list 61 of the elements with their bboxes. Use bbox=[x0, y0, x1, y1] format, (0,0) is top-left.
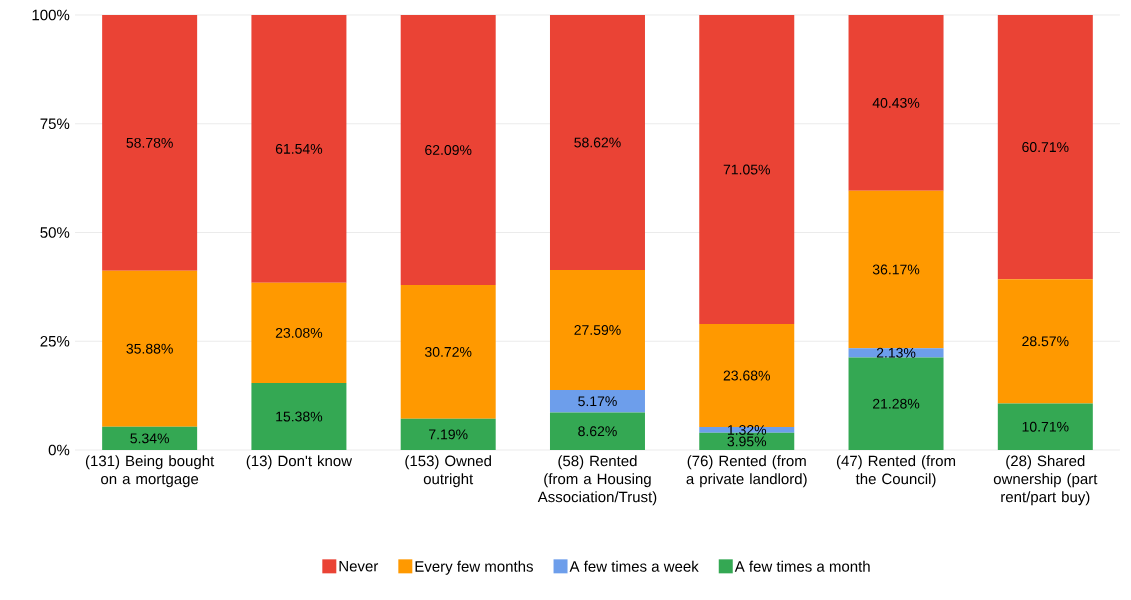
data-label: 7.19% bbox=[429, 429, 468, 440]
legend-label: A few times a month bbox=[734, 560, 870, 572]
data-label: 21.28% bbox=[873, 398, 920, 409]
bar bbox=[549, 390, 645, 413]
data-label: 27.59% bbox=[574, 325, 621, 335]
data-label: 58.78% bbox=[126, 137, 173, 148]
data-label: 61.54% bbox=[275, 143, 323, 154]
data-label: 1.32% bbox=[727, 424, 767, 435]
data-label: 30.72% bbox=[424, 346, 472, 357]
x-tick-label: (76) Rented (from a private landlord) bbox=[686, 455, 807, 488]
data-label: 8.62% bbox=[578, 426, 617, 437]
bar bbox=[251, 15, 347, 283]
data-label: 2.13% bbox=[876, 347, 916, 358]
bar bbox=[102, 15, 198, 271]
bar bbox=[997, 15, 1093, 280]
data-label: 5.34% bbox=[130, 433, 169, 444]
bar bbox=[251, 282, 347, 384]
legend-label: A few times a week bbox=[569, 560, 699, 572]
bar bbox=[549, 412, 645, 450]
bar bbox=[848, 14, 944, 191]
bar bbox=[997, 403, 1093, 450]
x-tick-label: (153) Owned outright bbox=[405, 455, 491, 488]
y-tick-label: 50% bbox=[40, 227, 70, 238]
bar bbox=[400, 285, 496, 419]
y-tick-label: 25% bbox=[40, 335, 70, 347]
data-label: 23.08% bbox=[275, 327, 323, 338]
bar bbox=[102, 426, 198, 450]
legend-label: Every few months bbox=[415, 560, 533, 575]
bar bbox=[699, 427, 795, 433]
y-tick-label: 75% bbox=[40, 118, 70, 130]
bar bbox=[400, 15, 496, 286]
x-tick-label: (13) Don't know bbox=[246, 455, 353, 470]
bar bbox=[549, 270, 645, 391]
bar bbox=[102, 270, 198, 427]
y-tick-label: 100% bbox=[32, 9, 70, 21]
bar bbox=[400, 418, 496, 450]
data-label: 62.09% bbox=[425, 145, 472, 155]
x-tick-label: (131) Being bought on a mortgage bbox=[85, 455, 215, 488]
bar bbox=[549, 15, 645, 270]
x-tick-label: (47) Rented (from the Council) bbox=[836, 455, 956, 488]
bar bbox=[848, 190, 944, 349]
data-label: 15.38% bbox=[276, 411, 323, 422]
data-label: 28.57% bbox=[1022, 336, 1069, 347]
data-label: 35.88% bbox=[126, 343, 173, 354]
data-label: 36.17% bbox=[872, 264, 920, 275]
x-tick-label: (28) Shared ownership (part rent/part buy) bbox=[993, 455, 1098, 506]
data-label: 58.62% bbox=[574, 137, 621, 148]
y-tick-label: 0% bbox=[48, 444, 70, 456]
data-label: 40.43% bbox=[872, 97, 920, 108]
data-label: 60.71% bbox=[1022, 142, 1069, 153]
data-label: 5.17% bbox=[578, 396, 617, 407]
legend-label: Never bbox=[339, 561, 379, 572]
data-label: 3.95% bbox=[727, 436, 767, 447]
data-label: 71.05% bbox=[723, 164, 770, 175]
x-tick-label: (58) Rented (from a Housing Association/Trust) bbox=[537, 455, 657, 506]
bar bbox=[251, 383, 347, 450]
data-label: 23.68% bbox=[723, 370, 770, 381]
bar bbox=[699, 15, 795, 325]
data-label: 10.71% bbox=[1022, 421, 1069, 432]
bar bbox=[848, 357, 944, 450]
bar bbox=[997, 279, 1093, 404]
